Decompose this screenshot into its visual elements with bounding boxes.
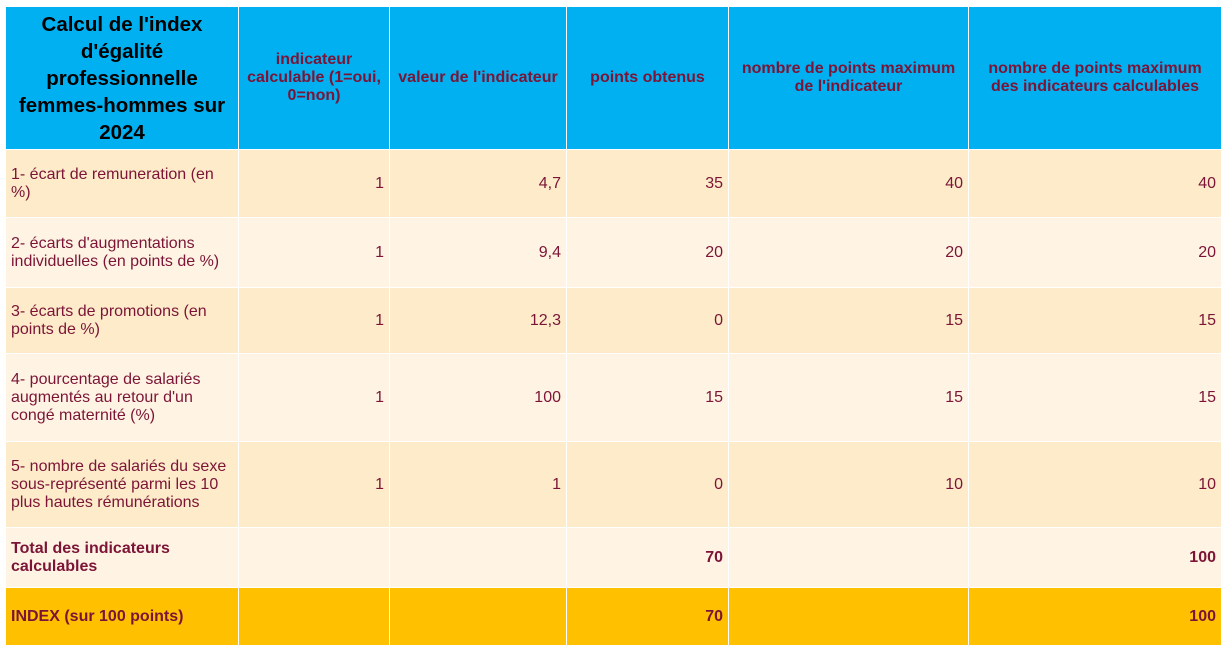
table-row: 2- écarts d'augmentations individuelles … bbox=[5, 217, 1222, 288]
column-header-max-calculables: nombre de points maximum des indicateurs… bbox=[968, 6, 1222, 150]
cell-max-calculables: 40 bbox=[968, 149, 1222, 218]
cell-calculable: 1 bbox=[238, 217, 390, 288]
index-label: INDEX (sur 100 points) bbox=[5, 587, 239, 646]
index-empty-calculable bbox=[238, 587, 390, 646]
index-row: INDEX (sur 100 points) 70 100 bbox=[5, 587, 1222, 646]
total-label: Total des indicateurs calculables bbox=[5, 527, 239, 588]
row-label: 4- pourcentage de salariés augmentés au … bbox=[5, 353, 239, 442]
cell-valeur: 12,3 bbox=[389, 287, 567, 354]
table-title: Calcul de l'index d'égalité professionne… bbox=[5, 6, 239, 150]
table-row: 3- écarts de promotions (en points de %)… bbox=[5, 287, 1222, 354]
index-table: Calcul de l'index d'égalité professionne… bbox=[5, 6, 1222, 646]
cell-points: 0 bbox=[566, 287, 729, 354]
cell-points: 0 bbox=[566, 441, 729, 528]
total-row: Total des indicateurs calculables 70 100 bbox=[5, 527, 1222, 588]
total-max-calculables: 100 bbox=[968, 527, 1222, 588]
row-label: 3- écarts de promotions (en points de %) bbox=[5, 287, 239, 354]
index-points: 70 bbox=[566, 587, 729, 646]
cell-valeur: 9,4 bbox=[389, 217, 567, 288]
cell-max-indicateur: 15 bbox=[728, 353, 969, 442]
table-row: 1- écart de remuneration (en %) 1 4,7 35… bbox=[5, 149, 1222, 218]
row-label: 1- écart de remuneration (en %) bbox=[5, 149, 239, 218]
column-header-max-indicateur: nombre de points maximum de l'indicateur bbox=[728, 6, 969, 150]
cell-max-indicateur: 10 bbox=[728, 441, 969, 528]
table-row: 5- nombre de salariés du sexe sous-repré… bbox=[5, 441, 1222, 528]
row-label: 5- nombre de salariés du sexe sous-repré… bbox=[5, 441, 239, 528]
index-max-calculables: 100 bbox=[968, 587, 1222, 646]
cell-calculable: 1 bbox=[238, 287, 390, 354]
cell-max-calculables: 20 bbox=[968, 217, 1222, 288]
cell-max-indicateur: 40 bbox=[728, 149, 969, 218]
table-row: 4- pourcentage de salariés augmentés au … bbox=[5, 353, 1222, 442]
cell-max-calculables: 15 bbox=[968, 353, 1222, 442]
cell-max-calculables: 10 bbox=[968, 441, 1222, 528]
total-empty-max-indicateur bbox=[728, 527, 969, 588]
row-label: 2- écarts d'augmentations individuelles … bbox=[5, 217, 239, 288]
cell-valeur: 100 bbox=[389, 353, 567, 442]
cell-valeur: 4,7 bbox=[389, 149, 567, 218]
cell-calculable: 1 bbox=[238, 441, 390, 528]
index-empty-valeur bbox=[389, 587, 567, 646]
cell-points: 15 bbox=[566, 353, 729, 442]
cell-max-calculables: 15 bbox=[968, 287, 1222, 354]
total-empty-valeur bbox=[389, 527, 567, 588]
index-table-container: Calcul de l'index d'égalité professionne… bbox=[5, 6, 1222, 646]
header-row: Calcul de l'index d'égalité professionne… bbox=[5, 6, 1222, 150]
total-empty-calculable bbox=[238, 527, 390, 588]
cell-points: 35 bbox=[566, 149, 729, 218]
index-empty-max-indicateur bbox=[728, 587, 969, 646]
column-header-calculable: indicateur calculable (1=oui, 0=non) bbox=[238, 6, 390, 150]
column-header-points: points obtenus bbox=[566, 6, 729, 150]
cell-max-indicateur: 20 bbox=[728, 217, 969, 288]
cell-points: 20 bbox=[566, 217, 729, 288]
cell-calculable: 1 bbox=[238, 353, 390, 442]
column-header-valeur: valeur de l'indicateur bbox=[389, 6, 567, 150]
cell-max-indicateur: 15 bbox=[728, 287, 969, 354]
cell-calculable: 1 bbox=[238, 149, 390, 218]
total-points: 70 bbox=[566, 527, 729, 588]
cell-valeur: 1 bbox=[389, 441, 567, 528]
